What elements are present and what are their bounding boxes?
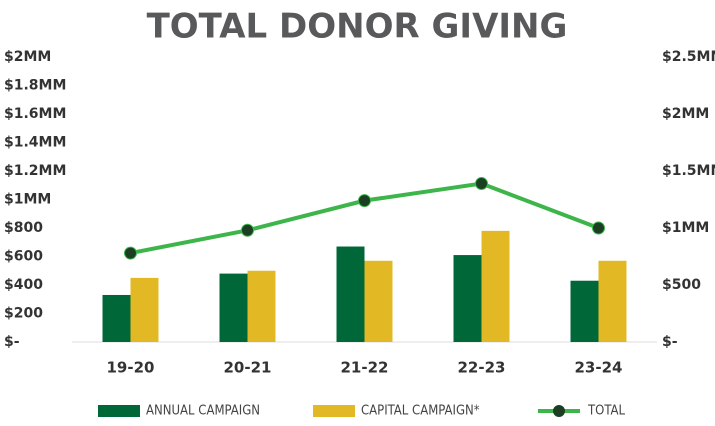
bar	[102, 294, 131, 342]
x-tick-label: 23-24	[575, 359, 623, 377]
bar	[598, 260, 627, 342]
y2-tick-label: $1.5MM	[662, 163, 715, 179]
bar	[130, 277, 159, 342]
bar	[219, 273, 248, 342]
y2-tick-label: $500	[662, 277, 701, 293]
bar	[453, 255, 482, 342]
bar	[481, 230, 510, 342]
y-tick-label: $1.6MM	[4, 106, 66, 122]
y-tick-label: $600	[4, 249, 43, 265]
bar	[247, 270, 276, 342]
legend-label: ANNUAL CAMPAIGN	[146, 404, 260, 419]
chart-title: TOTAL DONOR GIVING	[147, 7, 568, 47]
y-tick-label: $400	[4, 277, 43, 293]
y2-tick-label: $1MM	[662, 220, 709, 236]
bar	[570, 280, 599, 342]
line	[130, 181, 600, 256]
bar	[364, 260, 393, 342]
legend-swatch	[98, 405, 140, 417]
marker	[475, 177, 488, 191]
y-tick-label: $1.8MM	[4, 78, 66, 94]
bar	[336, 246, 365, 342]
x-tick-label: 21-22	[341, 359, 389, 377]
y-tick-label: $1.2MM	[4, 163, 66, 179]
marker	[592, 221, 605, 235]
y2-tick-label: $2.5MM	[662, 49, 715, 65]
y-tick-label: $-	[4, 334, 20, 350]
x-tick-label: 22-23	[458, 359, 506, 377]
legend-marker	[553, 405, 565, 417]
y-tick-label: $1.4MM	[4, 135, 66, 151]
legend-swatch	[313, 405, 355, 417]
legend-label: TOTAL	[587, 404, 625, 419]
y-tick-label: $1MM	[4, 192, 51, 208]
marker	[124, 246, 137, 260]
y-tick-label: $2MM	[4, 49, 51, 65]
legend-label: CAPITAL CAMPAIGN*	[361, 404, 480, 419]
y2-tick-label: $2MM	[662, 106, 709, 122]
x-tick-label: 19-20	[107, 359, 155, 377]
x-tick-label: 20-21	[224, 359, 272, 377]
marker	[358, 194, 371, 208]
y-tick-label: $200	[4, 306, 43, 322]
marker	[241, 223, 254, 237]
y2-tick-label: $-	[662, 334, 678, 350]
y-tick-label: $800	[4, 220, 43, 236]
